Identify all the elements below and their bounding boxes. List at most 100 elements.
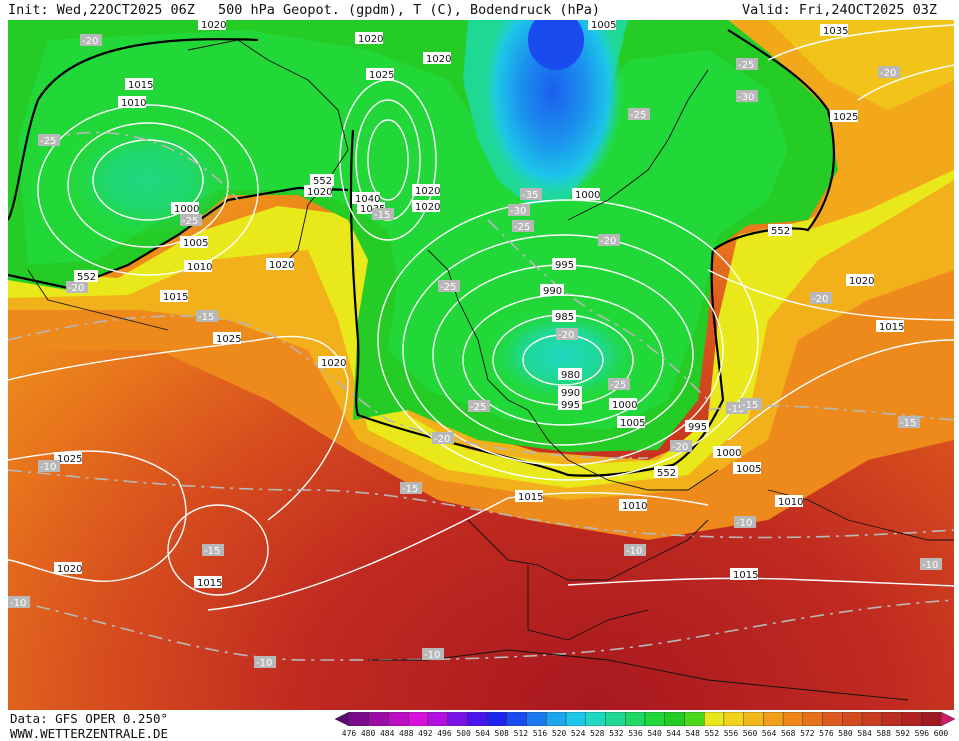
svg-text:1020: 1020 <box>321 358 346 369</box>
svg-text:-15: -15 <box>198 312 214 323</box>
scale-tick-label: 568 <box>780 729 796 738</box>
scale-tick-label: 588 <box>876 729 891 738</box>
svg-text:1035: 1035 <box>823 26 848 37</box>
svg-text:-10: -10 <box>256 658 272 669</box>
svg-text:-25: -25 <box>610 380 626 391</box>
isobar-label: 1005 <box>617 416 645 429</box>
svg-text:1005: 1005 <box>620 418 645 429</box>
svg-text:-20: -20 <box>672 442 688 453</box>
color-scale-labels: 476 480 484 488 492 496 500 504 508 512 516 520 524 5… <box>335 729 955 741</box>
isobar-label: 1035 <box>820 24 848 37</box>
svg-text:995: 995 <box>688 422 707 433</box>
temperature-label: -25 <box>608 378 630 391</box>
svg-text:1010: 1010 <box>121 98 146 109</box>
isobar-label: 995 <box>685 420 709 433</box>
svg-text:990: 990 <box>543 286 562 297</box>
svg-text:1005: 1005 <box>591 20 616 31</box>
contour-552-north <box>8 37 259 221</box>
yellow-556-band <box>8 140 954 488</box>
temperature-label: -15 <box>202 544 224 557</box>
isobar-label: 1020 <box>412 184 440 197</box>
scale-min-arrow <box>335 712 350 726</box>
svg-text:985: 985 <box>555 312 574 323</box>
scale-swatch <box>822 712 843 726</box>
svg-text:1000: 1000 <box>716 448 741 459</box>
svg-text:1015: 1015 <box>197 578 222 589</box>
cold-pool <box>483 20 623 200</box>
svg-text:1040: 1040 <box>355 194 380 205</box>
scale-tick-label: 552 <box>704 729 720 738</box>
scale-swatch <box>921 712 942 726</box>
scale-swatch <box>782 712 804 726</box>
isobar-label: 995 <box>558 398 582 411</box>
scale-tick-label: 500 <box>456 729 471 738</box>
isobar-label: 990 <box>540 284 564 297</box>
scale-swatch <box>704 712 725 726</box>
isobar-label: 1010 <box>118 96 146 109</box>
height-label-group: 552 552 552 552 <box>74 174 792 479</box>
cold-pool-core <box>528 20 584 70</box>
svg-text:-20: -20 <box>880 68 896 79</box>
scale-swatch <box>842 712 863 726</box>
svg-text:990: 990 <box>561 388 580 399</box>
svg-text:-10: -10 <box>424 650 440 661</box>
svg-text:-20: -20 <box>434 434 450 445</box>
scale-swatch <box>388 712 409 726</box>
svg-text:1020: 1020 <box>307 187 332 198</box>
scale-swatch <box>763 712 784 726</box>
svg-text:-35: -35 <box>522 190 538 201</box>
scale-tick-label: 512 <box>513 729 529 738</box>
scale-tick-label: 480 <box>360 729 376 738</box>
svg-text:-20: -20 <box>812 294 828 305</box>
scale-swatch <box>348 712 369 726</box>
temperature-label: -15 <box>898 416 920 429</box>
isobar-label: 1025 <box>830 110 858 123</box>
isobar-label: 1025 <box>213 332 241 345</box>
color-scale-bar <box>335 712 955 726</box>
temperature-label: -10 <box>38 460 60 473</box>
svg-text:-25: -25 <box>630 110 646 121</box>
isobar-label: 1020 <box>423 52 451 65</box>
isobar-label: 1015 <box>125 78 153 91</box>
weather-map: 1020 1020 1025 1020 1015 1010 1000 1005 … <box>8 20 954 710</box>
svg-text:-25: -25 <box>738 60 754 71</box>
svg-text:1015: 1015 <box>879 322 904 333</box>
height-label: 552 <box>310 174 334 187</box>
svg-text:-10: -10 <box>626 546 642 557</box>
scale-tick-label: 524 <box>570 729 586 738</box>
map-title: 500 hPa Geopot. (gpdm), T (C), Bodendruc… <box>218 2 601 18</box>
website-link[interactable]: WWW.WETTERZENTRALE.DE <box>10 726 169 741</box>
scale-swatch <box>644 712 665 726</box>
svg-text:-20: -20 <box>600 236 616 247</box>
temperature-label: -10 <box>920 558 942 571</box>
svg-text:-10: -10 <box>736 518 752 529</box>
svg-text:1010: 1010 <box>622 501 647 512</box>
west-low-core <box>58 120 238 240</box>
svg-text:995: 995 <box>561 400 580 411</box>
scale-swatch <box>546 712 567 726</box>
isobar-label: 1015 <box>515 490 543 503</box>
valid-time: Valid: Fri,24OCT2025 03Z <box>742 2 938 18</box>
svg-text:1025: 1025 <box>369 70 394 81</box>
isobar-label: 1025 <box>54 452 82 465</box>
scale-swatch <box>427 712 448 726</box>
svg-text:-25: -25 <box>440 282 456 293</box>
isobar-label: 1020 <box>412 200 440 213</box>
temperature-label: -25 <box>180 214 202 227</box>
temperature-label: -10 <box>8 596 30 609</box>
isobar-label: 1020 <box>54 562 82 575</box>
svg-text:1020: 1020 <box>57 564 82 575</box>
scale-tick-label: 548 <box>685 729 700 738</box>
data-source: Data: GFS OPER 0.250° <box>10 711 169 726</box>
map-header: Init: Wed,22OCT2025 06Z 500 hPa Geopot. … <box>0 0 959 20</box>
temperature-label: -20 <box>878 66 900 79</box>
scale-max-arrow <box>940 712 955 726</box>
scale-tick-label: 516 <box>532 729 548 738</box>
svg-text:1000: 1000 <box>612 400 637 411</box>
svg-text:1000: 1000 <box>174 204 199 215</box>
isobar-label: 990 <box>558 386 582 399</box>
scale-swatch <box>447 712 468 726</box>
svg-text:-15: -15 <box>204 546 220 557</box>
scale-tick-label: 536 <box>628 729 643 738</box>
svg-text:1025: 1025 <box>833 112 858 123</box>
